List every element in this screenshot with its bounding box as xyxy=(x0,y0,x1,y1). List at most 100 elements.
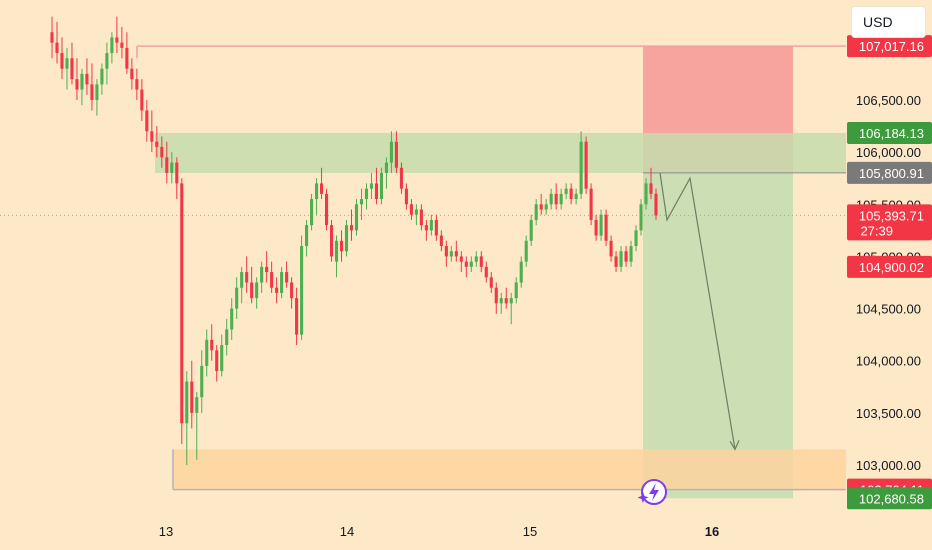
projection-drawing xyxy=(659,172,740,451)
candle-body xyxy=(424,225,428,231)
price-tick-label: 106,500.00 xyxy=(856,93,921,108)
candle-body xyxy=(614,256,618,267)
candle-body xyxy=(574,193,578,200)
candle-body xyxy=(504,298,508,304)
candle-body xyxy=(404,188,408,205)
candle-body xyxy=(210,339,214,351)
candle-body xyxy=(454,251,458,257)
candle-body xyxy=(50,32,54,43)
candle-body xyxy=(544,204,548,210)
candle-body xyxy=(295,298,299,335)
candle-body xyxy=(519,261,523,283)
projection-arrowhead xyxy=(729,440,740,451)
candle-body xyxy=(464,261,468,267)
candle-body xyxy=(310,199,314,226)
price-tick-label: 103,500.00 xyxy=(856,406,921,421)
candle-body xyxy=(584,141,588,189)
time-axis-label: 13 xyxy=(159,524,173,539)
candle-body xyxy=(499,298,503,304)
price-tag-countdown: 27:39 xyxy=(860,223,893,238)
price-tag-value: 102,680.58 xyxy=(859,491,924,506)
candle-body xyxy=(384,162,388,173)
take-profit-zone xyxy=(643,172,793,499)
candle-body xyxy=(120,42,124,48)
candle-body xyxy=(270,272,274,288)
candle-body xyxy=(180,183,184,424)
candle-body xyxy=(439,235,443,246)
candle-body xyxy=(489,277,493,288)
candle-body xyxy=(60,53,64,69)
candle-body xyxy=(354,204,359,231)
zones-layer xyxy=(155,46,846,499)
candle-body xyxy=(190,381,194,413)
lightning-badge[interactable] xyxy=(637,479,667,505)
price-tag-value: 105,393.71 xyxy=(859,208,924,223)
candle-body xyxy=(629,246,633,262)
candle-body xyxy=(125,47,129,69)
candle-body xyxy=(634,230,638,246)
price-tag: 106,184.13 xyxy=(847,121,932,144)
candle-body xyxy=(359,199,364,205)
price-tag-bg xyxy=(847,35,932,58)
candle-body xyxy=(110,37,114,54)
time-axis-label: 14 xyxy=(340,524,354,539)
candle-body xyxy=(95,84,99,100)
price-tag-bg xyxy=(847,121,932,144)
candle-body xyxy=(409,204,413,215)
candle-body xyxy=(389,141,393,163)
candle-body xyxy=(185,381,189,424)
candle-body xyxy=(285,272,289,283)
price-tag-bg xyxy=(847,204,932,241)
candle-body xyxy=(524,240,528,262)
candle-body xyxy=(539,204,543,210)
candle-body xyxy=(275,287,279,293)
price-tag-bg xyxy=(847,255,932,278)
candle-body xyxy=(334,240,339,262)
candle-body xyxy=(230,308,234,330)
sparkle-icon xyxy=(637,492,649,503)
candle-body xyxy=(215,350,219,372)
candle-body xyxy=(624,251,628,262)
candle-body xyxy=(140,89,144,111)
price-tag: 104,900.02 xyxy=(847,255,932,278)
candle-body xyxy=(235,287,239,309)
candle-body xyxy=(135,79,139,90)
candle-body xyxy=(479,256,483,267)
price-tag: 105,800.91 xyxy=(847,161,932,184)
candle-body xyxy=(399,167,403,189)
candle-body xyxy=(564,188,568,194)
projection-path xyxy=(659,172,736,450)
price-tag-value: 104,900.02 xyxy=(859,260,924,275)
candle-body xyxy=(205,339,209,366)
price-tag-bg xyxy=(847,487,932,510)
candle-body xyxy=(469,261,473,267)
candle-body xyxy=(339,240,344,252)
candle-body xyxy=(609,240,613,257)
candle-body xyxy=(414,209,418,215)
currency-label: USD xyxy=(863,14,893,30)
candle-body xyxy=(260,266,264,283)
candle-body xyxy=(90,84,94,100)
candle-body xyxy=(265,266,269,273)
candle-body xyxy=(324,193,329,226)
candle-body xyxy=(245,272,249,283)
time-axis-label: 15 xyxy=(523,524,537,539)
candle-body xyxy=(369,183,374,189)
candle-body xyxy=(549,193,553,205)
candle-body xyxy=(364,188,369,200)
candle-body xyxy=(80,73,84,90)
price-tag: 102,680.58 xyxy=(847,487,932,510)
price-axis: 106,500.00106,000.00105,500.00105,000.00… xyxy=(856,93,921,473)
currency-button[interactable]: USD xyxy=(851,6,926,38)
price-tag: 107,017.16 xyxy=(847,35,932,58)
candle-body xyxy=(85,73,89,85)
candle-body xyxy=(509,298,513,304)
price-tag-value: 106,184.13 xyxy=(859,126,924,141)
candle-body xyxy=(474,256,478,262)
candle-body xyxy=(589,188,593,220)
candle-body xyxy=(195,397,199,413)
candles-layer xyxy=(50,16,658,465)
candle-body xyxy=(554,193,558,205)
